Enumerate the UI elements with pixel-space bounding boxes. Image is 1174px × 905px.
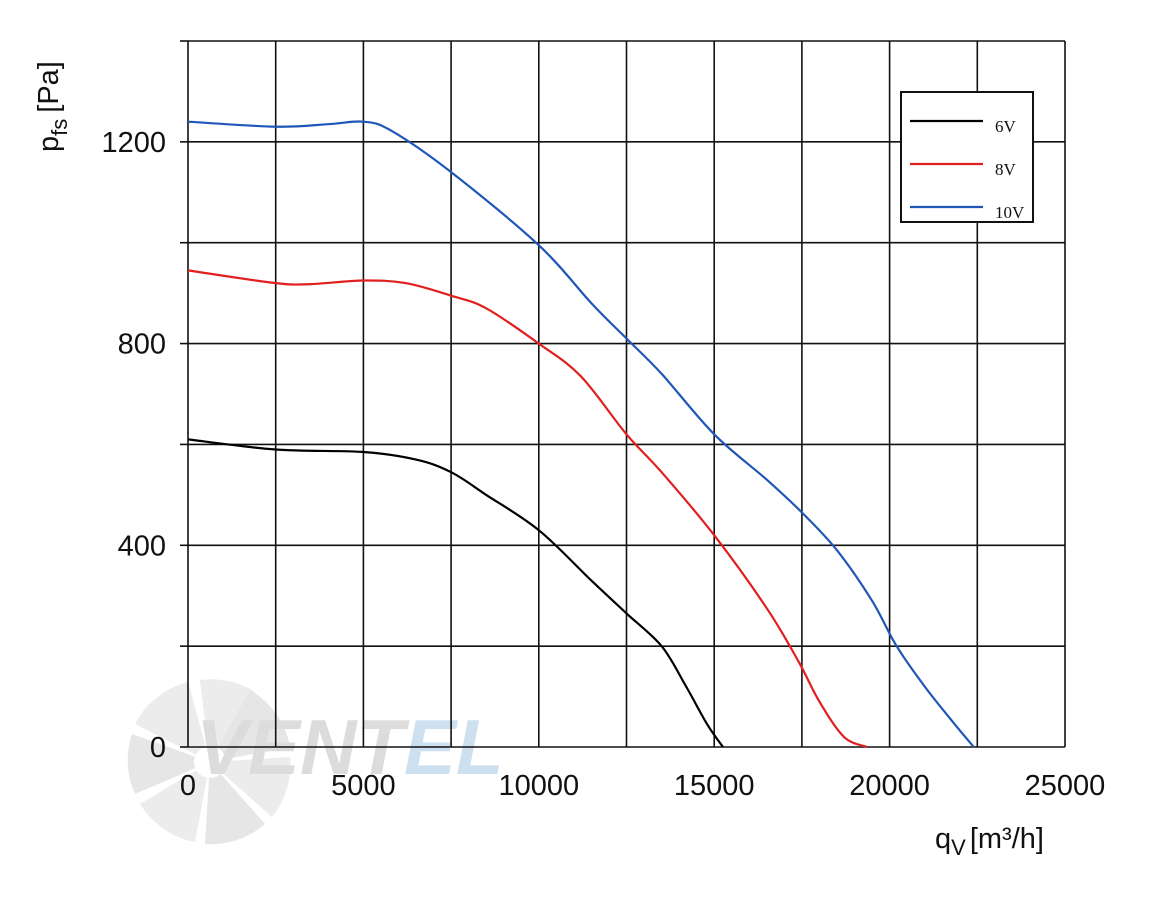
y-tick-label: 0 xyxy=(150,732,166,764)
x-tick-label: 20000 xyxy=(849,770,930,802)
legend-label-10V: 10V xyxy=(995,203,1025,222)
series-line-6V xyxy=(187,438,724,748)
x-tick-label: 10000 xyxy=(498,770,579,802)
y-tick-label: 800 xyxy=(118,329,166,361)
legend: 6V 8V 10V xyxy=(900,91,1034,223)
series-lines xyxy=(187,120,975,749)
grid xyxy=(180,40,1066,748)
x-tick-labels: 0 5000 10000 15000 20000 25000 xyxy=(180,770,1105,802)
y-axis-label: pfs[Pa] xyxy=(33,61,72,152)
y-tick-label: 400 xyxy=(118,530,166,562)
x-tick-label: 25000 xyxy=(1025,770,1106,802)
series-line-10V xyxy=(187,120,975,748)
legend-box xyxy=(900,91,1034,223)
y-tick-labels: 0 400 800 1200 xyxy=(101,127,166,764)
x-tick-label: 15000 xyxy=(674,770,755,802)
x-tick-label: 0 xyxy=(180,770,196,802)
legend-label-6V: 6V xyxy=(995,117,1017,136)
x-axis-label: qV [m³/h] xyxy=(935,823,1044,860)
x-tick-label: 5000 xyxy=(331,770,396,802)
legend-label-8V: 8V xyxy=(995,160,1017,179)
y-tick-label: 1200 xyxy=(101,127,166,159)
fan-icon xyxy=(127,679,291,845)
series-line-8V xyxy=(187,269,868,749)
watermark: VENTEL xyxy=(127,679,504,845)
